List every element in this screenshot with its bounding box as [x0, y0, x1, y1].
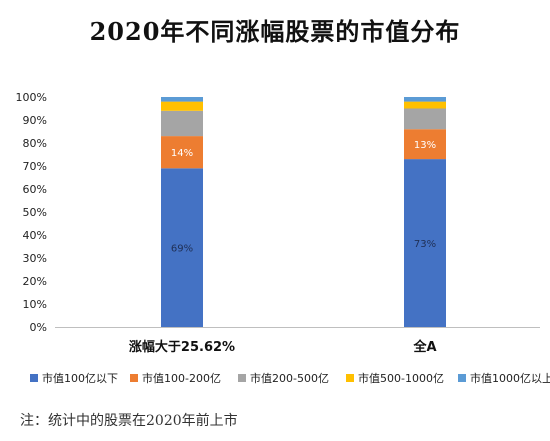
legend-label: 市值200-500亿 [250, 371, 329, 385]
bar-segment [161, 136, 203, 169]
y-tick-label: 40% [23, 229, 47, 242]
data-label: 14% [171, 148, 193, 159]
data-label: 13% [414, 140, 436, 151]
data-label: 69% [171, 244, 193, 255]
data-label: 73% [414, 239, 436, 250]
legend-swatch [238, 374, 246, 382]
legend-swatch [458, 374, 466, 382]
y-tick-label: 0% [30, 321, 47, 334]
footnote: 注：统计中的股票在2020年前上市 [20, 413, 238, 429]
y-tick-label: 100% [16, 91, 47, 104]
x-tick-label: 涨幅大于25.62% [128, 339, 235, 355]
x-tick-label: 全A [412, 339, 436, 355]
bar-segment [404, 97, 446, 102]
y-tick-label: 60% [23, 183, 47, 196]
bar-segment [404, 129, 446, 160]
bar-segment [161, 101, 203, 111]
y-tick-label: 90% [23, 114, 47, 127]
legend-label: 市值500-1000亿 [358, 371, 444, 385]
y-tick-label: 70% [23, 160, 47, 173]
legend-label: 市值100-200亿 [142, 371, 221, 385]
y-tick-label: 80% [23, 137, 47, 150]
legend-swatch [346, 374, 354, 382]
bar-segment [161, 168, 203, 327]
bar-segment [404, 101, 446, 109]
bar-segment [404, 108, 446, 130]
bar-segment [161, 97, 203, 102]
legend-label: 市值100亿以下 [42, 371, 118, 385]
y-tick-label: 20% [23, 275, 47, 288]
legend-swatch [130, 374, 138, 382]
legend-swatch [30, 374, 38, 382]
chart-title: 2020年不同涨幅股票的市值分布 [89, 17, 461, 46]
bar-segment [161, 110, 203, 137]
bar-segment [404, 159, 446, 327]
legend-label: 市值1000亿以上 [470, 371, 550, 385]
y-tick-label: 30% [23, 252, 47, 265]
y-tick-label: 50% [23, 206, 47, 219]
y-tick-label: 10% [23, 298, 47, 311]
